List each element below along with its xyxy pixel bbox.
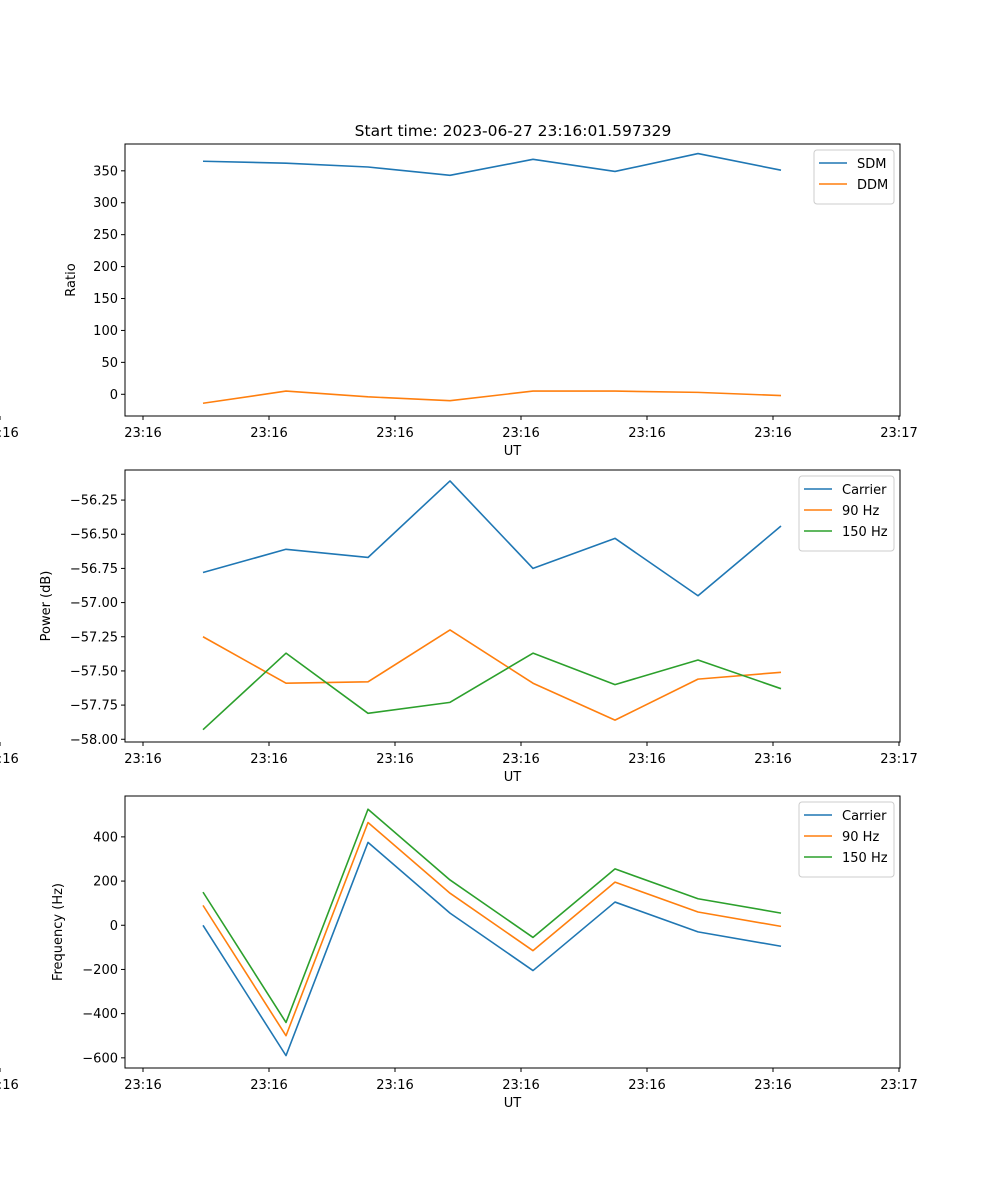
legend: Carrier 90 Hz 150 Hz <box>798 801 895 878</box>
plots: 0 50 100 150 200 250 300 350 23:16 23:16 23:16 23:1… <box>0 143 918 1111</box>
series-line-90-hz <box>202 821 782 1037</box>
y-tick-label: −56.50 <box>70 528 118 543</box>
legend-label: 150 Hz <box>842 851 888 866</box>
y-tick-label: 300 <box>93 196 118 211</box>
x-tick-label: 23:16 <box>376 426 413 441</box>
y-tick-label: −58.00 <box>70 733 118 748</box>
series-line-150-hz <box>202 808 782 1024</box>
x-tick-label: 23:17 <box>880 426 917 441</box>
y-tick-label: 0 <box>110 388 118 403</box>
series-line-ddm <box>202 390 782 405</box>
legend-label: 150 Hz <box>842 525 888 540</box>
y-tick-label: 150 <box>93 292 118 307</box>
series-line-carrier <box>202 841 782 1057</box>
x-tick-label: 23:16 <box>628 752 665 767</box>
y-tick-label: −57.75 <box>70 699 118 714</box>
y-axis-label: Ratio <box>64 263 79 296</box>
legend-label: DDM <box>857 178 888 193</box>
panel-1: 0 50 100 150 200 250 300 350 23:16 23:16 23:16 23:1… <box>0 143 918 459</box>
x-tick-label: 23:16 <box>376 1078 413 1093</box>
series-line-150-hz <box>202 652 782 731</box>
legend-label: Carrier <box>842 809 887 824</box>
y-tick-label: −56.75 <box>70 562 118 577</box>
series-line-90-hz <box>202 629 782 721</box>
y-tick-label: −57.25 <box>70 630 118 645</box>
axes-frame <box>124 795 901 1069</box>
x-axis-label: UT <box>504 770 522 785</box>
x-tick-label: 23:16 <box>754 752 791 767</box>
series-line-sdm <box>202 152 782 177</box>
x-axis-label: UT <box>504 444 522 459</box>
x-tick-label: 23:16 <box>502 752 539 767</box>
y-tick-label: 200 <box>93 875 118 890</box>
legend-label: 90 Hz <box>842 830 879 845</box>
x-tick-label: 23:16 <box>124 752 161 767</box>
y-tick-label: 200 <box>93 260 118 275</box>
x-tick-label: 23:16 <box>628 426 665 441</box>
y-axis-label: Power (dB) <box>39 571 54 642</box>
legend-label: 90 Hz <box>842 504 879 519</box>
x-tick-label: 23:16 <box>250 752 287 767</box>
x-tick-label: 23:16 <box>628 1078 665 1093</box>
x-tick-label: 23:16 <box>502 1078 539 1093</box>
y-tick-label: −56.25 <box>70 494 118 509</box>
y-tick-label: −57.50 <box>70 664 118 679</box>
y-tick-label: −600 <box>82 1051 118 1066</box>
x-tick-label: 23:16 <box>250 1078 287 1093</box>
y-tick-label: −57.00 <box>70 596 118 611</box>
x-axis-label: UT <box>504 1096 522 1111</box>
legend: SDM DDM <box>813 149 895 205</box>
y-tick-label: −400 <box>82 1007 118 1022</box>
y-tick-label: 250 <box>93 228 118 243</box>
axes-frame <box>124 469 901 743</box>
legend-box <box>798 801 895 878</box>
y-tick-label: 0 <box>110 919 118 934</box>
x-tick-label: 23:16 <box>0 426 19 441</box>
x-tick-label: 23:17 <box>880 1078 917 1093</box>
x-tick-label: 23:16 <box>124 426 161 441</box>
y-tick-label: 350 <box>93 164 118 179</box>
panel-2: −58.00 −57.75 −57.50 −57.25 −57.00 −56.75 −56.… <box>0 469 918 785</box>
legend: Carrier 90 Hz 150 Hz <box>798 475 895 552</box>
x-tick-label: 23:17 <box>880 752 917 767</box>
x-tick-label: 23:16 <box>376 752 413 767</box>
y-tick-label: 50 <box>101 356 118 371</box>
legend-box <box>798 475 895 552</box>
x-tick-label: 23:16 <box>0 752 19 767</box>
x-tick-label: 23:16 <box>754 1078 791 1093</box>
y-tick-label: 100 <box>93 324 118 339</box>
y-tick-label: −200 <box>82 963 118 978</box>
legend-label: SDM <box>857 157 886 172</box>
y-axis-label: Frequency (Hz) <box>51 883 66 981</box>
legend-label: Carrier <box>842 483 887 498</box>
series-line-carrier <box>202 480 782 597</box>
x-tick-label: 23:16 <box>502 426 539 441</box>
x-tick-label: 23:16 <box>124 1078 161 1093</box>
chart-title: Start time: 2023-06-27 23:16:01.597329 <box>355 122 672 140</box>
x-tick-label: 23:16 <box>250 426 287 441</box>
panel-3: −600 −400 −200 0 200 400 23:16 23:16 23:16 23:16 2… <box>0 795 918 1111</box>
y-tick-label: 400 <box>93 830 118 845</box>
x-tick-label: 23:16 <box>0 1078 19 1093</box>
x-tick-label: 23:16 <box>754 426 791 441</box>
axes-frame <box>124 143 901 417</box>
